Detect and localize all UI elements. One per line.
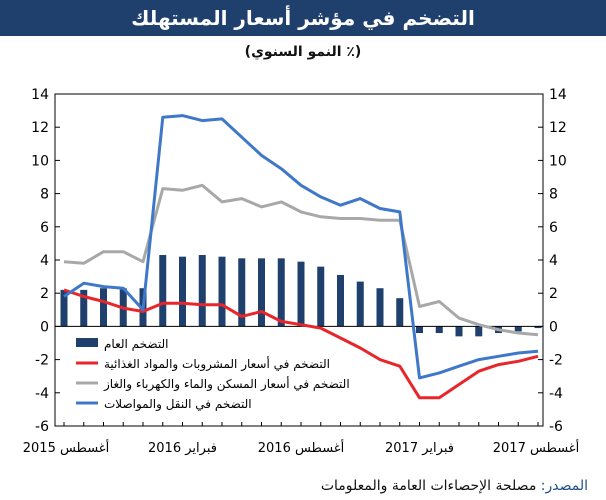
y-tick-label-right: -6 bbox=[549, 419, 563, 435]
series-line-housing bbox=[63, 183, 539, 337]
bar-general bbox=[514, 326, 522, 332]
bar-general bbox=[376, 288, 384, 327]
x-tick-label: فبراير 2017 bbox=[385, 441, 454, 456]
bar-general bbox=[475, 326, 483, 337]
legend-swatch-general bbox=[76, 338, 98, 347]
bar-general bbox=[159, 255, 167, 327]
bar-general bbox=[60, 289, 68, 327]
y-tick-label-left: 6 bbox=[40, 220, 49, 236]
bar-general bbox=[258, 258, 265, 327]
y-tick-label-right: 14 bbox=[549, 87, 567, 103]
bar-general bbox=[277, 258, 285, 327]
legend-label-transport: التضخم في النقل والمواصلات bbox=[104, 397, 252, 412]
bar-general bbox=[356, 281, 364, 327]
y-tick-label-right: 0 bbox=[549, 319, 558, 335]
y-tick-label-left: 12 bbox=[31, 120, 49, 136]
source-text: مصلحة الإحصاءات العامة والمعلومات bbox=[320, 478, 537, 494]
x-tick-label: فبراير 2016 bbox=[148, 441, 217, 456]
bar-general bbox=[297, 261, 305, 327]
bar-general bbox=[179, 256, 186, 327]
bar-general bbox=[317, 266, 325, 327]
y-tick-label-right: 12 bbox=[549, 120, 567, 136]
x-tick-label: أغسطس 2017 bbox=[493, 439, 579, 456]
y-tick-label-left: 14 bbox=[31, 87, 49, 103]
bar-general bbox=[416, 326, 423, 334]
y-tick-label-right: -4 bbox=[549, 386, 563, 402]
series-line-food bbox=[63, 288, 539, 400]
bar-general bbox=[534, 326, 542, 329]
bar-general bbox=[80, 289, 88, 327]
bar-general bbox=[100, 288, 107, 327]
y-tick-label-left: 8 bbox=[40, 187, 49, 203]
y-tick-label-right: -2 bbox=[549, 353, 563, 369]
y-tick-label-right: 8 bbox=[549, 187, 558, 203]
y-tick-label-left: 2 bbox=[40, 286, 49, 302]
chart-svg: -6 -6 -4 -4 -2 -2 0 0 2 2 4 4 6 6 8 8 10 10 12 12 14 14 أغسطس … bbox=[23, 87, 579, 456]
chart-title: التضخم في مؤشر أسعار المستهلك bbox=[0, 0, 606, 36]
y-tick-label-right: 4 bbox=[549, 253, 558, 269]
bar-general bbox=[435, 326, 443, 334]
y-tick-label-left: 0 bbox=[40, 319, 49, 335]
y-tick-label-right: 2 bbox=[549, 286, 558, 302]
bar-general bbox=[337, 274, 344, 327]
y-tick-label-left: 10 bbox=[31, 153, 49, 169]
bar-general bbox=[455, 326, 463, 337]
y-tick-label-left: -4 bbox=[35, 386, 49, 402]
legend-label-general: التضخم العام bbox=[104, 337, 168, 351]
y-tick-label-left: 4 bbox=[40, 253, 49, 269]
series-line-transport bbox=[63, 114, 539, 380]
bar-general bbox=[218, 256, 226, 327]
x-tick-label: أغسطس 2015 bbox=[23, 439, 109, 456]
source-note: المصدر: مصلحة الإحصاءات العامة والمعلوما… bbox=[321, 478, 588, 494]
legend-label-food: التضخم في أسعار المشروبات والمواد الغذائ… bbox=[104, 356, 330, 372]
bar-general bbox=[396, 298, 404, 327]
y-tick-label-left: -6 bbox=[35, 419, 49, 435]
y-tick-label-left: -2 bbox=[35, 353, 49, 369]
chart-subtitle: (٪ النمو السنوي) bbox=[244, 44, 362, 60]
legend-label-housing: التضخم في أسعار المسكن والماء والكهرباء … bbox=[103, 376, 350, 392]
bar-general bbox=[238, 258, 246, 327]
source-label: المصدر: bbox=[540, 478, 588, 494]
x-tick-label: أغسطس 2016 bbox=[258, 439, 344, 456]
bar-general bbox=[198, 255, 206, 327]
y-tick-label-right: 6 bbox=[549, 220, 558, 236]
y-tick-label-right: 10 bbox=[549, 153, 567, 169]
